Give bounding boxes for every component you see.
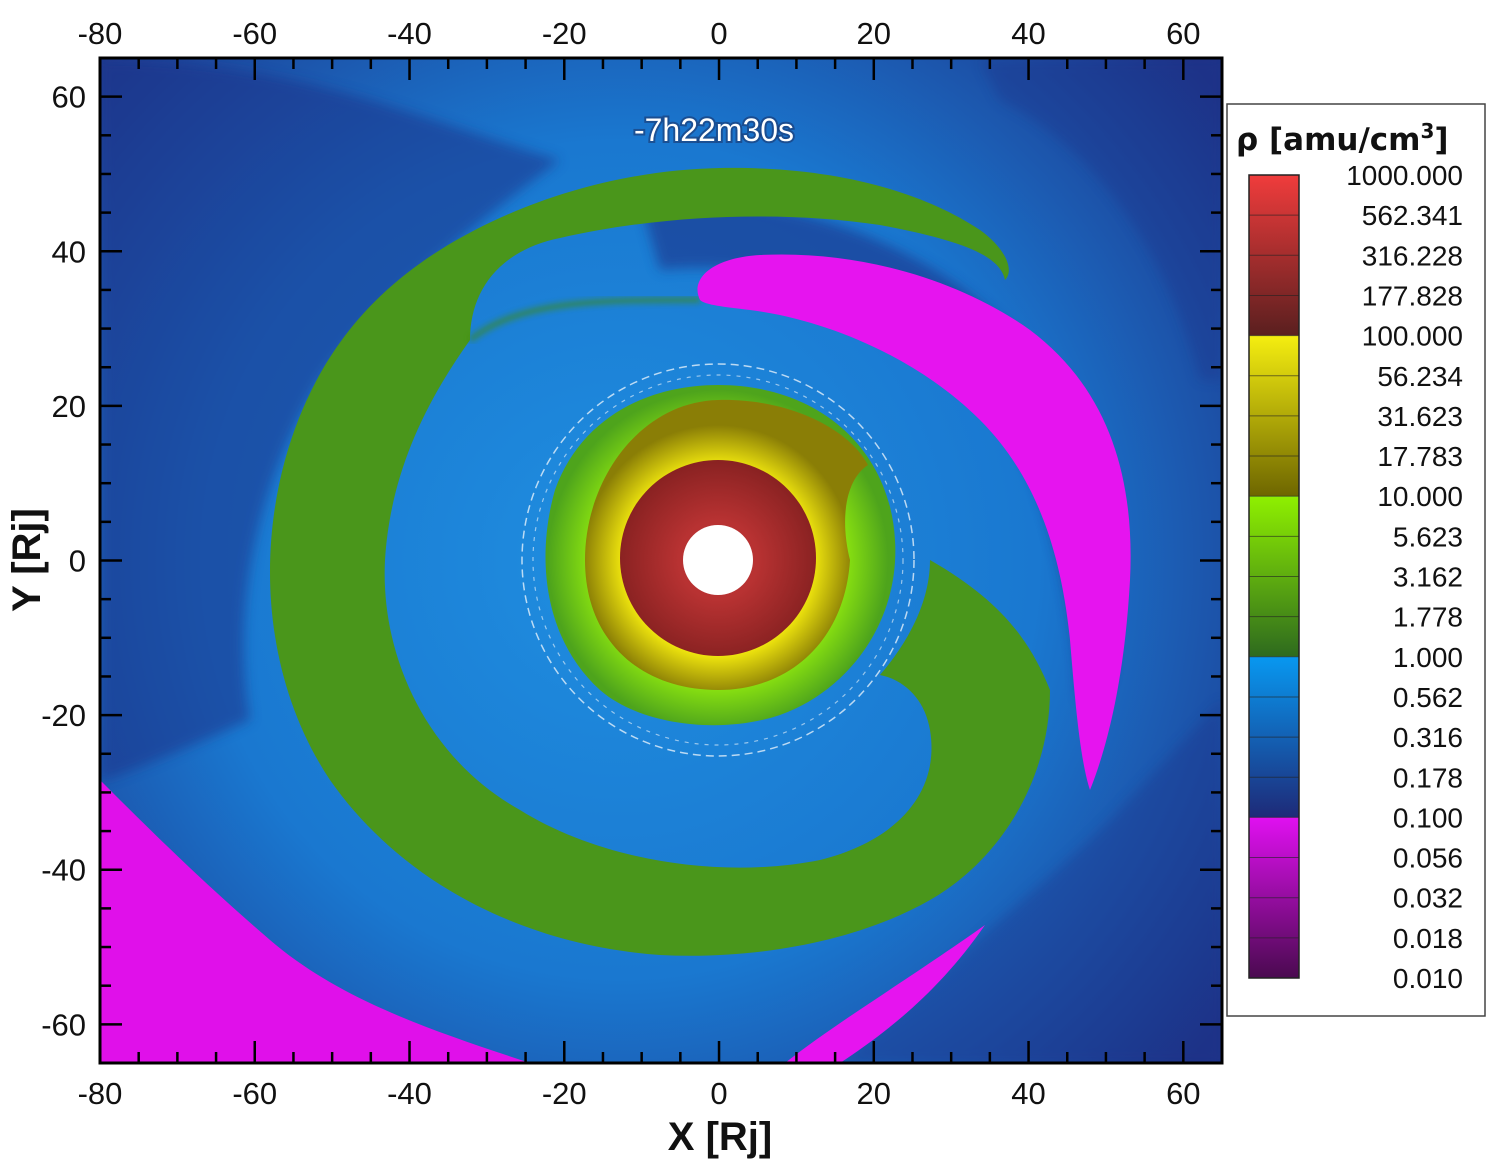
green-spiral-arm xyxy=(270,167,1050,956)
x-tick-label-top: 0 xyxy=(710,16,727,51)
colorbar-label: 1.000 xyxy=(1393,642,1463,673)
y-tick-label: 0 xyxy=(69,544,86,579)
axis-tick-labels: -80 -80 -60 -60 -40 -40 -20 -20 0 0 20 20 40 40 60 60 60… xyxy=(41,16,1200,1111)
colorbar-label: 17.783 xyxy=(1377,441,1463,472)
colorbar-labels: 1000.000 562.341 316.228 177.828 100.000 56.2… xyxy=(1346,160,1463,994)
colorbar-label: 3.162 xyxy=(1393,562,1463,593)
x-tick-label-bottom: 40 xyxy=(1011,1076,1045,1111)
colorbar-title: ρ [amu/cm3] xyxy=(1236,119,1449,158)
x-tick-label-bottom: 60 xyxy=(1166,1076,1200,1111)
colorbar-label: 0.562 xyxy=(1393,682,1463,713)
x-axis-title: X [Rj] xyxy=(668,1115,772,1159)
x-tick-label-top: 40 xyxy=(1011,16,1045,51)
density-field xyxy=(100,58,1222,1063)
y-tick-label: -20 xyxy=(41,698,86,733)
x-tick-label-top: -40 xyxy=(387,16,432,51)
colorbar-label: 0.018 xyxy=(1393,923,1463,954)
colorbar-label: 5.623 xyxy=(1393,521,1463,552)
x-tick-label-bottom: -40 xyxy=(387,1076,432,1111)
colorbar-label: 562.341 xyxy=(1362,200,1463,231)
x-tick-label-top: -20 xyxy=(542,16,587,51)
magenta-streak-bottom xyxy=(785,925,985,1063)
y-axis-title: Y [Rj] xyxy=(5,508,49,612)
magenta-region-bottom-left xyxy=(100,780,530,1063)
colorbar-label: 10.000 xyxy=(1377,481,1463,512)
colorbar-label: 56.234 xyxy=(1377,361,1463,392)
colorbar-label: 0.178 xyxy=(1393,762,1463,793)
x-tick-label-top: -60 xyxy=(232,16,277,51)
y-tick-label: -60 xyxy=(41,1007,86,1042)
x-tick-label-bottom: 20 xyxy=(857,1076,891,1111)
y-tick-label: 40 xyxy=(52,234,86,269)
y-tick-label: 20 xyxy=(52,389,86,424)
x-tick-label-top: 60 xyxy=(1166,16,1200,51)
colorbar-frame xyxy=(1248,174,1300,979)
colorbar-label: 31.623 xyxy=(1377,401,1463,432)
x-tick-label-bottom: -80 xyxy=(78,1076,123,1111)
magenta-arm-right xyxy=(697,254,1131,791)
colorbar-label: 0.032 xyxy=(1393,883,1463,914)
colorbar-label: 1000.000 xyxy=(1346,160,1463,191)
colorbar-label: 0.316 xyxy=(1393,722,1463,753)
x-tick-label-top: -80 xyxy=(78,16,123,51)
colorbar-label: 0.010 xyxy=(1393,963,1463,994)
y-tick-label: 60 xyxy=(52,80,86,115)
x-tick-label-top: 20 xyxy=(857,16,891,51)
colorbar-label: 0.056 xyxy=(1393,843,1463,874)
time-label: -7h22m30s xyxy=(634,112,794,148)
colorbar-label: 1.778 xyxy=(1393,602,1463,633)
colorbar-label: 100.000 xyxy=(1362,321,1463,352)
colorbar-label: 177.828 xyxy=(1362,280,1463,311)
x-tick-label-bottom: -20 xyxy=(542,1076,587,1111)
y-tick-label: -40 xyxy=(41,853,86,888)
x-tick-label-bottom: 0 xyxy=(710,1076,727,1111)
planet-disk xyxy=(683,525,753,595)
colorbar xyxy=(1248,174,1300,979)
x-tick-label-bottom: -60 xyxy=(232,1076,277,1111)
colorbar-label: 0.100 xyxy=(1393,802,1463,833)
axis-ticks xyxy=(98,56,1224,1063)
colorbar-label: 316.228 xyxy=(1362,240,1463,271)
